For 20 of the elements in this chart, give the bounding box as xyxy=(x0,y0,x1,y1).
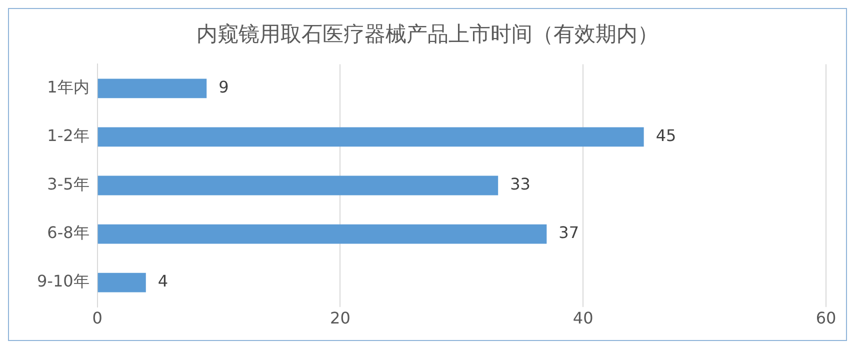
y-tick-label: 6-8年 xyxy=(47,223,90,242)
chart-title: 内窥镜用取石医疗器械产品上市时间（有效期内） xyxy=(196,22,658,46)
x-tick-label: 0 xyxy=(92,308,102,328)
bar xyxy=(98,127,644,147)
bar xyxy=(98,78,207,98)
bar xyxy=(98,176,498,196)
x-tick-label: 40 xyxy=(572,308,594,328)
bar xyxy=(98,224,547,244)
data-label: 9 xyxy=(218,78,229,97)
x-tick-label: 60 xyxy=(816,308,836,328)
data-label: 45 xyxy=(656,126,676,146)
y-tick-label: 1-2年 xyxy=(47,126,90,146)
y-tick-label: 3-5年 xyxy=(47,174,90,194)
data-label: 33 xyxy=(510,174,530,194)
y-tick-label: 9-10年 xyxy=(37,272,90,291)
data-label: 37 xyxy=(558,223,580,242)
data-label: 4 xyxy=(158,272,168,291)
bar xyxy=(98,272,146,292)
x-tick-label: 20 xyxy=(330,308,350,328)
y-tick-label: 1年内 xyxy=(47,78,90,97)
